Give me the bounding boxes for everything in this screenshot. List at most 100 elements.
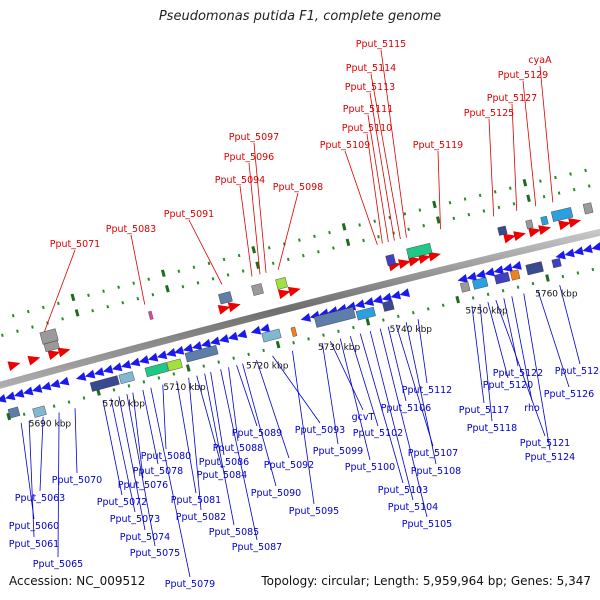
tick-inner-fwd-mark xyxy=(31,325,34,329)
tick-reverse-mark xyxy=(247,352,251,357)
reverse-gene-label: Pput_5065 xyxy=(33,559,83,570)
forward-gene-label: Pput_5091 xyxy=(164,209,214,220)
reverse-gene-arrow xyxy=(22,386,34,396)
reverse-leader-line xyxy=(537,290,570,388)
forward-leader-line xyxy=(44,249,76,332)
tick-reverse-mark xyxy=(396,314,400,319)
forward-gene-label: Pput_5129 xyxy=(498,70,548,81)
reverse-leader-line xyxy=(292,350,315,505)
reverse-leader-line xyxy=(150,387,191,578)
forward-leader-line xyxy=(239,185,253,277)
reverse-leader-line xyxy=(204,373,235,526)
reverse-gene-arrow xyxy=(75,372,87,381)
tick-outer-mark xyxy=(448,201,452,205)
reverse-leader-line xyxy=(57,412,60,558)
tick-reverse-mark xyxy=(441,303,445,307)
tick-reverse-mark xyxy=(82,396,86,400)
reverse-gene-arrow xyxy=(111,362,123,372)
forward-gene-arrow xyxy=(568,218,582,228)
tick-inner-fwd-mark xyxy=(61,317,64,321)
reverse-gene-arrow xyxy=(147,352,159,362)
forward-gene-label: Pput_5097 xyxy=(229,132,279,143)
tick-inner-fwd-mark xyxy=(542,194,546,199)
reverse-gene-arrow xyxy=(129,357,141,367)
tick-outer-mark xyxy=(237,253,241,258)
reverse-gene-label: Pput_5079 xyxy=(165,579,215,590)
protein-domain-block xyxy=(290,326,298,337)
tick-outer-mark xyxy=(160,269,166,278)
forward-gene-label: Pput_5109 xyxy=(320,140,370,151)
tick-outer-mark xyxy=(267,246,271,250)
tick-reverse-mark xyxy=(67,400,71,404)
forward-leader-line xyxy=(370,73,401,240)
protein-domain-block xyxy=(184,345,219,363)
tick-outer-mark xyxy=(388,215,392,220)
forward-leader-line xyxy=(130,234,146,305)
reverse-leader-line xyxy=(395,324,434,447)
tick-inner-fwd-mark xyxy=(286,257,290,262)
tick-outer-mark xyxy=(177,269,181,273)
forward-gene-arrow xyxy=(7,361,21,372)
tick-outer-mark xyxy=(207,261,211,266)
forward-gene-arrow xyxy=(27,355,41,366)
forward-leader-line xyxy=(488,118,495,217)
tick-inner-fwd-mark xyxy=(16,329,19,333)
tick-outer-mark xyxy=(463,197,467,201)
reverse-gene-arrow xyxy=(209,336,221,346)
forward-leader-line xyxy=(248,162,261,275)
reverse-gene-label: gcvT xyxy=(352,412,375,423)
protein-domain-block xyxy=(261,328,282,343)
reverse-gene-label: Pput_5075 xyxy=(130,548,180,559)
tick-reverse-mark xyxy=(576,271,580,275)
tick-inner-fwd-mark xyxy=(74,309,80,317)
forward-gene-arrow xyxy=(528,227,542,238)
reverse-leader-line xyxy=(272,355,321,424)
reverse-gene-label: Pput_5092 xyxy=(264,460,314,471)
protein-domain-block xyxy=(525,219,534,230)
forward-gene-label: Pput_5071 xyxy=(50,239,100,250)
tick-reverse-mark xyxy=(112,388,116,392)
protein-domain-block xyxy=(148,310,154,320)
forward-leader-line xyxy=(511,103,518,211)
forward-leader-line xyxy=(188,219,223,285)
reverse-gene-arrow xyxy=(191,341,203,350)
tick-outer-mark xyxy=(341,223,347,231)
reverse-leader-line xyxy=(102,400,123,496)
reverse-gene-arrow xyxy=(591,242,600,251)
forward-gene-label: Pput_5125 xyxy=(464,108,514,119)
reverse-leader-line xyxy=(523,293,551,451)
protein-domain-block xyxy=(251,283,264,296)
reverse-gene-label: Pput_5112 xyxy=(402,385,452,396)
reverse-gene-label: Pput_5072 xyxy=(97,497,147,508)
forward-leader-line xyxy=(277,192,299,270)
scale-label: 5750 kbp xyxy=(465,306,508,316)
forward-gene-arrow xyxy=(513,231,527,241)
tick-reverse-mark xyxy=(262,348,265,353)
reverse-leader-line xyxy=(487,302,509,379)
reverse-gene-arrow xyxy=(573,246,584,256)
scale-label: 5760 kbp xyxy=(535,289,578,299)
tick-inner-fwd-mark xyxy=(407,227,410,232)
tick-inner-fwd-mark xyxy=(151,292,155,297)
tick-layer xyxy=(1,168,595,421)
feature-layer xyxy=(0,202,600,419)
tick-inner-fwd-mark xyxy=(377,235,380,239)
tick-reverse-mark xyxy=(531,281,535,286)
reverse-leader-line xyxy=(471,305,485,404)
tick-inner-fwd-mark xyxy=(362,238,365,243)
reverse-gene-label: Pput_5108 xyxy=(411,466,461,477)
forward-gene-label: Pput_5110 xyxy=(342,123,392,134)
accession-value: NC_009512 xyxy=(76,574,146,588)
tick-inner-fwd-mark xyxy=(512,202,516,206)
forward-gene-arrow xyxy=(57,347,71,358)
tick-reverse-mark xyxy=(486,292,490,297)
tick-outer-mark xyxy=(192,265,196,269)
reverse-gene-label: Pput_5089 xyxy=(232,428,282,439)
length-label: Length: xyxy=(373,574,420,588)
tick-inner-fwd-mark xyxy=(526,194,531,203)
reverse-leader-line xyxy=(142,389,159,465)
tick-inner-fwd-mark xyxy=(136,296,140,301)
tick-inner-fwd-mark xyxy=(271,261,275,266)
protein-domain-block xyxy=(472,277,489,290)
reverse-gene-label: Pput_5093 xyxy=(295,425,345,436)
